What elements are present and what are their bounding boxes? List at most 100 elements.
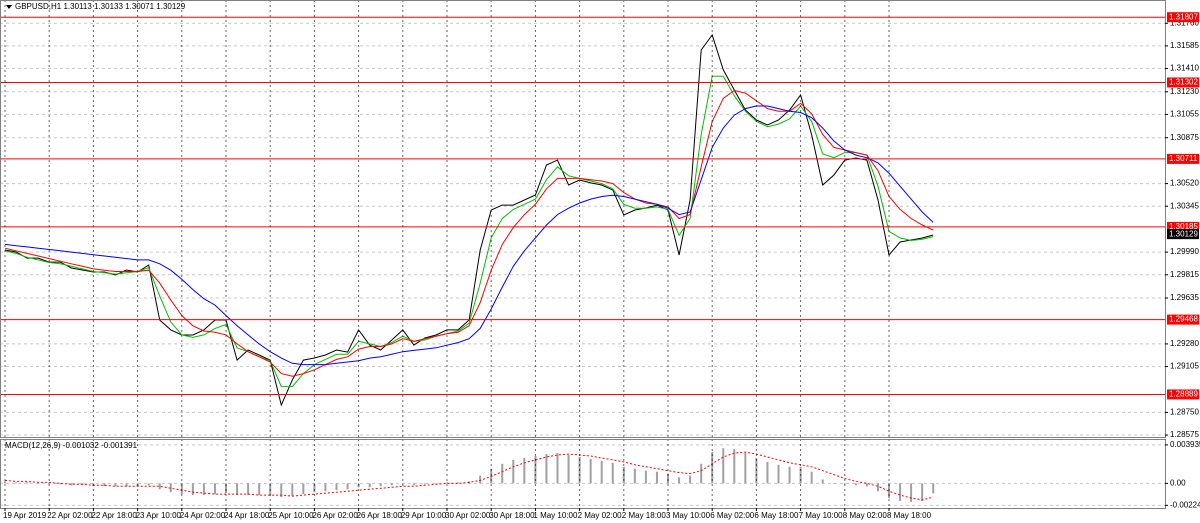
macd-bar (788, 466, 791, 484)
macd-bar (390, 483, 393, 486)
macd-bar (733, 449, 736, 484)
macd-bar (324, 483, 327, 492)
y-tick-label: 1.29990 (1170, 247, 1199, 256)
level-label-bg (1167, 314, 1199, 325)
macd-bar (556, 453, 559, 484)
macd-bar (633, 468, 636, 484)
macd-bar (766, 461, 769, 484)
x-tick-label: 25 Apr 10:00 (268, 511, 314, 520)
macd-bar (70, 483, 73, 486)
x-tick-label: 30 Apr 02:00 (445, 511, 491, 520)
y-tick-label: 1.31230 (1170, 87, 1199, 96)
level-label-bg (1167, 77, 1199, 88)
macd-bar (114, 483, 117, 487)
macd-bar (722, 448, 725, 484)
macd-bar (777, 464, 780, 484)
y-tick-label: -0.002248 (1170, 500, 1200, 509)
x-tick-label: 19 Apr 2019 (3, 511, 47, 520)
macd-bar (600, 460, 603, 484)
macd-bar (655, 471, 658, 484)
last-price-bg (1167, 229, 1199, 240)
macd-bar (921, 483, 924, 501)
x-tick-label: 29 Apr 10:00 (401, 511, 447, 520)
macd-bar (302, 483, 305, 495)
x-tick-label: 22 Apr 02:00 (47, 511, 93, 520)
level-label-bg (1167, 221, 1199, 232)
x-tick-label: 22 Apr 18:00 (91, 511, 137, 520)
symbol-icon (6, 5, 12, 9)
y-tick-label: 1.29105 (1170, 362, 1199, 371)
macd-bar (832, 483, 835, 484)
macd-bar (180, 483, 183, 495)
macd-bar (213, 483, 216, 495)
x-tick-label: 8 May 02:00 (843, 511, 888, 520)
level-label: 1.28889 (1169, 390, 1198, 399)
x-tick-label: 30 Apr 18:00 (489, 511, 535, 520)
macd-bar (335, 483, 338, 491)
macd-bar (103, 483, 106, 487)
y-tick-label: 1.30875 (1170, 133, 1199, 142)
macd-bar (169, 483, 172, 493)
macd-bar (512, 459, 515, 484)
macd-bar (412, 483, 415, 486)
macd-bar (15, 482, 18, 484)
macd-bar (567, 455, 570, 484)
macd-bar (821, 479, 824, 484)
macd-bar (379, 483, 382, 487)
level-label-bg (1167, 12, 1199, 23)
macd-bar (910, 483, 913, 502)
y-tick-label: 1.31055 (1170, 110, 1199, 119)
macd-bar (744, 453, 747, 484)
x-tick-label: 1 May 10:00 (533, 511, 578, 520)
x-tick-label: 6 May 18:00 (754, 511, 799, 520)
macd-bar (48, 483, 51, 485)
macd-bar (700, 463, 703, 484)
macd-bar (446, 482, 448, 484)
main-frame (0, 0, 1166, 438)
macd-bar (191, 483, 194, 496)
level-label: 1.30711 (1169, 154, 1198, 163)
level-label: 1.31302 (1169, 78, 1198, 87)
chart-title: GBPUSD,H1 1.30113 1.30133 1.30071 1.3012… (15, 2, 186, 11)
level-label: 1.29468 (1169, 315, 1198, 324)
x-tick-label: 6 May 02:00 (710, 511, 755, 520)
macd-bar (313, 483, 316, 493)
moving-average (4, 89, 934, 377)
x-tick-label: 26 Apr 02:00 (312, 511, 358, 520)
macd-bar (434, 483, 437, 484)
macd-bar (932, 483, 935, 494)
macd-bar (59, 483, 62, 485)
macd-bar (346, 483, 349, 490)
y-tick-label: 1.31760 (1170, 18, 1199, 27)
macd-bar (147, 483, 150, 486)
x-tick-label: 2 May 02:00 (578, 511, 623, 520)
x-tick-label: 8 May 18:00 (887, 511, 932, 520)
macd-bar (479, 475, 482, 484)
y-tick-label: 0.003935 (1170, 440, 1200, 449)
macd-bar (225, 483, 227, 494)
macd-bar (423, 483, 426, 485)
macd-bar (247, 483, 250, 496)
y-tick-label: 1.28750 (1170, 408, 1199, 417)
macd-title: MACD(12,26,9) -0.001032 -0.001391 (5, 441, 138, 450)
macd-bar (236, 483, 239, 496)
macd-bar (589, 458, 592, 484)
macd-bar (26, 482, 29, 484)
signal-line (4, 451, 934, 501)
y-tick-label: 1.31585 (1170, 41, 1199, 50)
x-tick-label: 7 May 10:00 (799, 511, 844, 520)
x-tick-label: 24 Apr 02:00 (180, 511, 226, 520)
macd-bar (291, 483, 294, 497)
level-label-bg (1167, 153, 1199, 164)
macd-bar (202, 483, 205, 496)
macd-bar (258, 483, 261, 496)
moving-average (4, 75, 934, 388)
macd-bar (667, 473, 669, 484)
macd-frame (0, 439, 1166, 509)
macd-bar (523, 457, 526, 484)
level-label: 1.30185 (1169, 222, 1198, 231)
level-label: 1.31807 (1169, 12, 1198, 21)
